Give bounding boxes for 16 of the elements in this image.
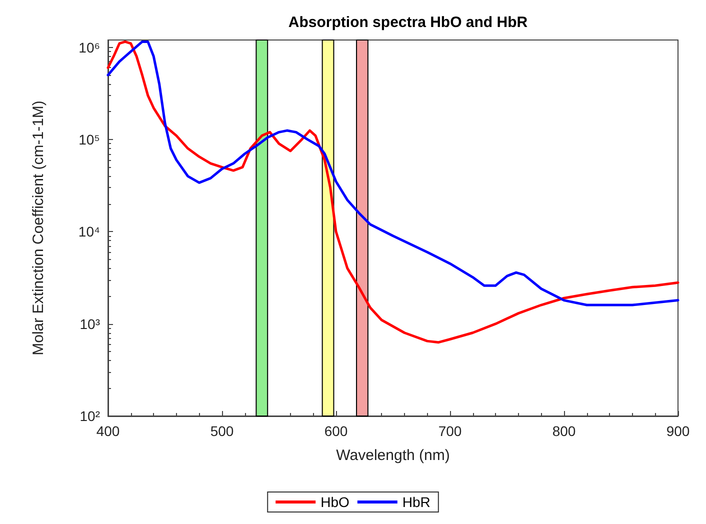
y-tick-label: 10⁵	[78, 131, 100, 148]
y-axis-title: Molar Extinction Coefficient (cm-1-1M)	[30, 100, 47, 356]
x-tick-label: 800	[552, 423, 576, 439]
y-tick-label: 10³	[80, 316, 100, 332]
x-axis-title: Wavelength (nm)	[336, 447, 450, 464]
legend-label: HbO	[320, 494, 350, 510]
legend-label: HbR	[402, 494, 430, 510]
x-tick-label: 900	[666, 423, 690, 439]
x-tick-label: 500	[210, 423, 234, 439]
chart-title: Absorption spectra HbO and HbR	[288, 14, 528, 31]
y-tick-label: 10²	[80, 408, 100, 424]
x-tick-label: 700	[438, 423, 462, 439]
x-tick-label: 600	[324, 423, 348, 439]
y-tick-label: 10⁴	[78, 224, 100, 240]
y-tick-label: 10⁶	[78, 39, 100, 56]
x-tick-label: 400	[96, 423, 120, 439]
